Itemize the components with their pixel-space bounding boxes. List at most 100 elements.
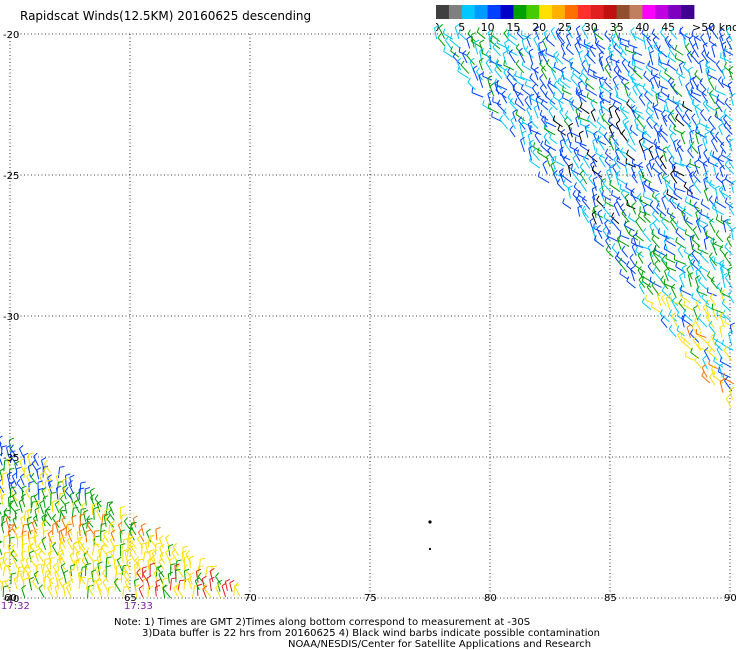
wind-barb [543,123,556,136]
wind-barb [501,90,508,104]
wind-barb [592,176,598,191]
wind-barb [30,555,38,569]
wind-barb [75,557,81,571]
wind-barb [529,93,535,106]
wind-barb [709,256,716,271]
wind-barb [720,149,733,162]
wind-barb [708,89,716,105]
wind-barb [663,278,676,289]
wind-barb [556,178,565,192]
wind-barb [563,155,571,169]
wind-barb [689,329,700,343]
wind-barb [449,34,461,49]
wind-barb [653,73,660,89]
wind-barb [204,565,213,578]
wind-barb [612,163,619,177]
wind-barb [46,562,52,576]
wind-barb [631,158,644,168]
wind-barb [443,46,454,58]
wind-barb [541,49,549,65]
wind-barb [85,529,91,543]
wind-barb [721,67,727,80]
wind-barb [726,234,732,247]
wind-barb [698,331,709,345]
wind-barb [591,153,597,168]
wind-barb [566,131,572,144]
wind-barb [642,228,652,243]
wind-barb [58,492,66,506]
wind-barb [711,303,725,314]
wind-barb [67,528,73,542]
wind-barb [675,236,685,249]
wind-barb [585,83,598,96]
wind-barb [4,578,11,591]
wind-barb [2,565,10,576]
lon-tick-label: 65 [124,593,137,604]
wind-barb [691,249,700,264]
wind-barb [612,75,619,90]
wind-barb [112,544,120,556]
wind-barb [96,500,102,513]
wind-barb [60,527,66,543]
wind-barb [167,571,174,584]
wind-barb [33,534,39,548]
wind-barb [712,308,719,321]
wind-barb [695,328,707,339]
wind-barb [691,292,702,304]
wind-barb [651,228,660,240]
wind-barb [158,557,165,570]
wind-barb [689,258,695,271]
wind-barb [586,149,598,163]
wind-barb [717,76,725,89]
wind-barb [54,584,60,598]
wind-barb [39,499,45,515]
wind-barb [627,92,636,104]
wind-barb [533,104,539,119]
wind-barb [682,314,694,327]
wind-barb [51,500,57,513]
wind-barb [593,130,598,144]
wind-barb [521,60,532,71]
wind-barb [579,162,588,176]
wind-barb [662,114,668,127]
wind-barb [703,347,711,362]
wind-barb [683,300,694,311]
wind-barb [3,507,11,522]
wind-barb [613,155,621,170]
wind-barb [117,521,123,535]
colorbar-segment [629,5,643,19]
wind-barb [137,528,145,542]
wind-barb [592,193,598,207]
wind-barb [502,50,508,65]
wind-barb [520,83,531,97]
wind-barb [158,535,164,549]
wind-barb [460,60,470,74]
wind-barb [664,68,675,81]
wind-barb [607,116,619,130]
wind-barb [9,500,16,514]
wind-barb [140,522,147,536]
wind-barb [562,85,572,95]
wind-barb [91,503,98,515]
wind-barbs [0,23,737,599]
colorbar-labels: 051015202530354045>50 knots [436,21,736,34]
wind-barb [629,253,636,267]
wind-barb [708,35,717,47]
wind-barb [610,131,620,146]
wind-barb [551,155,557,170]
wind-barb [596,224,603,239]
wind-barb [81,502,87,515]
lat-tick-label: -20 [3,30,19,41]
wind-barb [616,173,628,186]
wind-barb [8,437,15,451]
wind-barb [726,26,733,42]
wind-barb [610,216,621,232]
wind-barb [589,217,595,233]
wind-barb [706,287,717,297]
wind-barb [0,467,5,480]
wind-barb [711,43,717,58]
wind-barb [533,142,543,153]
wind-barb [542,36,548,50]
wind-barb [710,332,716,347]
